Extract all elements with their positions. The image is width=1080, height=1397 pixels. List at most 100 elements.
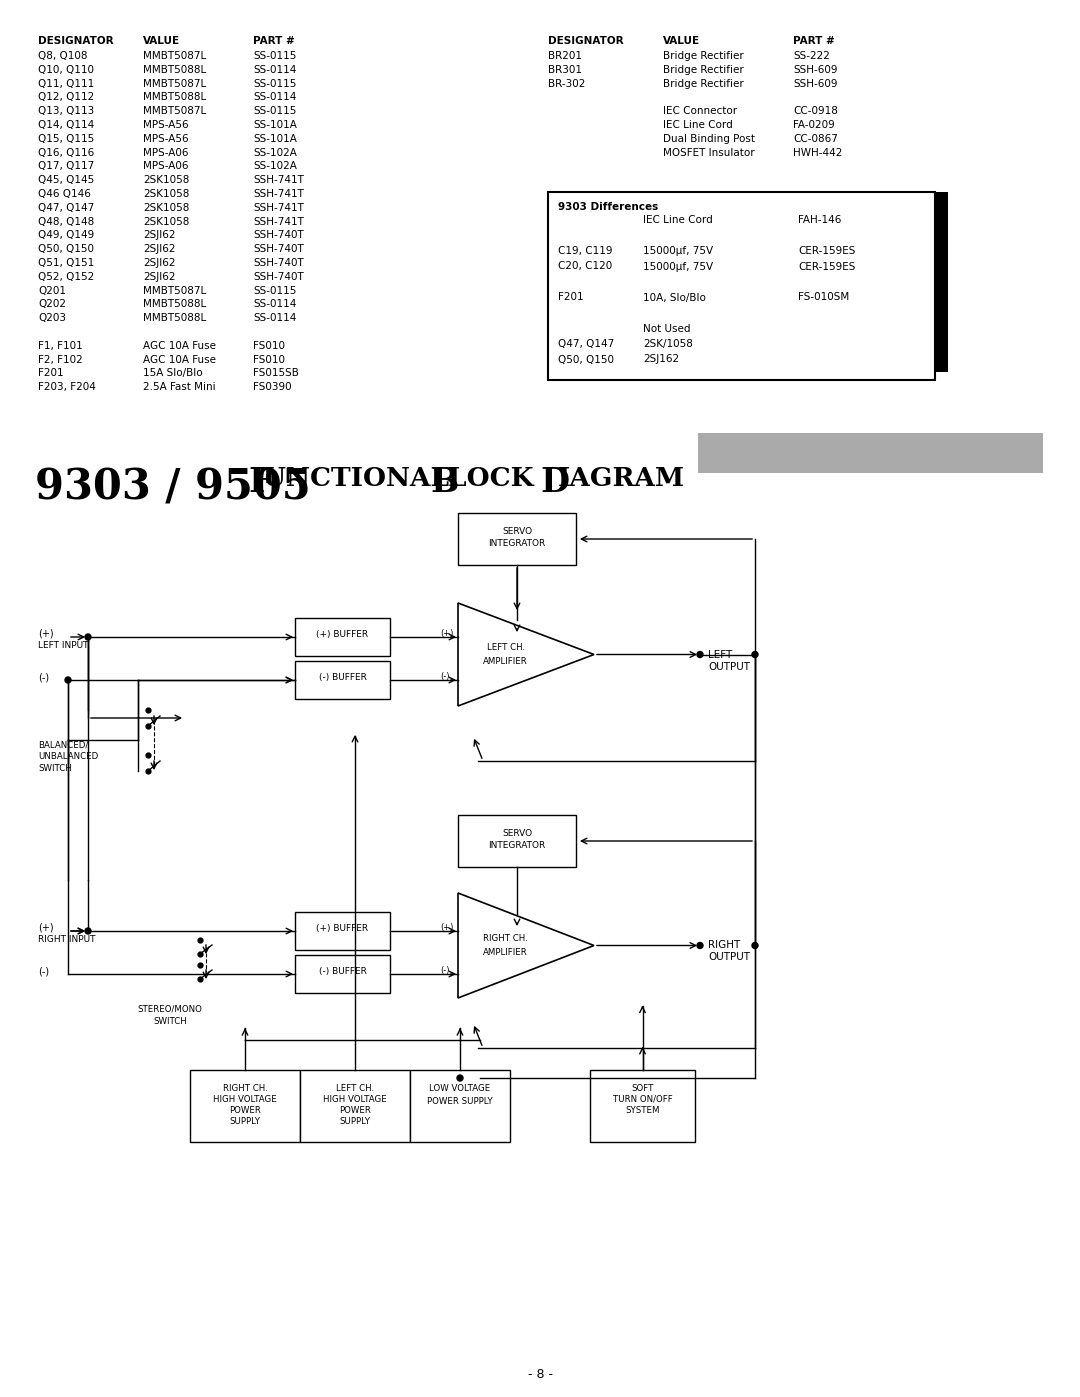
Circle shape bbox=[752, 651, 758, 658]
Text: BALANCED/: BALANCED/ bbox=[38, 740, 89, 749]
Text: Q202: Q202 bbox=[38, 299, 66, 309]
Text: MMBT5087L: MMBT5087L bbox=[143, 78, 206, 88]
Text: (-): (-) bbox=[38, 672, 49, 682]
Text: IEC Line Cord: IEC Line Cord bbox=[643, 215, 713, 225]
Text: Q50, Q150: Q50, Q150 bbox=[38, 244, 94, 254]
Circle shape bbox=[697, 943, 703, 949]
Text: (+): (+) bbox=[38, 629, 54, 638]
Text: SS-101A: SS-101A bbox=[253, 134, 297, 144]
Bar bbox=[295, 617, 390, 657]
Bar bbox=[295, 661, 390, 698]
Text: SSH-740T: SSH-740T bbox=[253, 258, 303, 268]
Text: (+): (+) bbox=[440, 629, 454, 638]
Text: IEC Connector: IEC Connector bbox=[663, 106, 738, 116]
Text: Q203: Q203 bbox=[38, 313, 66, 323]
Text: Q12, Q112: Q12, Q112 bbox=[38, 92, 94, 102]
Text: F1, F101: F1, F101 bbox=[38, 341, 83, 351]
Text: FS-010SM: FS-010SM bbox=[798, 292, 849, 303]
Circle shape bbox=[85, 928, 91, 935]
Bar bbox=[295, 912, 390, 950]
Text: LEFT: LEFT bbox=[708, 650, 732, 659]
Text: VALUE: VALUE bbox=[143, 36, 180, 46]
Text: SUPPLY: SUPPLY bbox=[339, 1118, 370, 1126]
Text: RIGHT INPUT: RIGHT INPUT bbox=[38, 935, 95, 944]
Text: (-): (-) bbox=[440, 672, 449, 680]
Bar bbox=[410, 1070, 510, 1141]
Text: MPS-A06: MPS-A06 bbox=[143, 162, 189, 172]
Text: 2SJ162: 2SJ162 bbox=[643, 355, 679, 365]
Text: 2SK/1058: 2SK/1058 bbox=[643, 339, 693, 349]
Text: LEFT CH.: LEFT CH. bbox=[486, 643, 525, 652]
Text: F: F bbox=[248, 467, 272, 499]
Text: INTEGRATOR: INTEGRATOR bbox=[488, 841, 545, 849]
Text: MMBT5087L: MMBT5087L bbox=[143, 52, 206, 61]
Text: Bridge Rectifier: Bridge Rectifier bbox=[663, 52, 744, 61]
Text: LEFT INPUT: LEFT INPUT bbox=[38, 641, 89, 650]
Text: LOCK: LOCK bbox=[448, 467, 543, 490]
Bar bbox=[458, 513, 576, 564]
Text: FS010: FS010 bbox=[253, 355, 285, 365]
Text: SS-102A: SS-102A bbox=[253, 162, 297, 172]
Text: Q47, Q147: Q47, Q147 bbox=[558, 339, 615, 349]
Text: Q10, Q110: Q10, Q110 bbox=[38, 64, 94, 75]
Text: INTEGRATOR: INTEGRATOR bbox=[488, 539, 545, 548]
Text: SSH-740T: SSH-740T bbox=[253, 231, 303, 240]
Text: (-): (-) bbox=[440, 965, 449, 975]
Text: Bridge Rectifier: Bridge Rectifier bbox=[663, 78, 744, 88]
Text: SS-102A: SS-102A bbox=[253, 148, 297, 158]
Text: (-) BUFFER: (-) BUFFER bbox=[319, 673, 366, 682]
Text: CC-0867: CC-0867 bbox=[793, 134, 838, 144]
Bar bbox=[548, 191, 935, 380]
Text: 2SK1058: 2SK1058 bbox=[143, 203, 189, 212]
Text: SS-222: SS-222 bbox=[793, 52, 829, 61]
Text: Q8, Q108: Q8, Q108 bbox=[38, 52, 87, 61]
Text: 2.5A Fast Mini: 2.5A Fast Mini bbox=[143, 383, 216, 393]
Bar bbox=[590, 1070, 696, 1141]
Text: SERVO: SERVO bbox=[502, 527, 532, 536]
Circle shape bbox=[85, 634, 91, 640]
Text: C19, C119: C19, C119 bbox=[558, 246, 612, 256]
Text: (+) BUFFER: (+) BUFFER bbox=[316, 630, 368, 638]
Text: POWER: POWER bbox=[229, 1106, 261, 1115]
Text: SSH-741T: SSH-741T bbox=[253, 217, 303, 226]
Text: AGC 10A Fuse: AGC 10A Fuse bbox=[143, 355, 216, 365]
Text: D: D bbox=[540, 467, 569, 499]
Bar bbox=[458, 814, 576, 868]
Text: 9303 / 9505: 9303 / 9505 bbox=[35, 467, 325, 509]
Text: STEREO/MONO: STEREO/MONO bbox=[137, 1004, 202, 1014]
Text: MOSFET Insulator: MOSFET Insulator bbox=[663, 148, 755, 158]
Text: FS010: FS010 bbox=[253, 341, 285, 351]
Circle shape bbox=[697, 651, 703, 658]
Text: 2SJI62: 2SJI62 bbox=[143, 244, 175, 254]
Text: Bridge Rectifier: Bridge Rectifier bbox=[663, 64, 744, 75]
Text: FS0390: FS0390 bbox=[253, 383, 292, 393]
Text: 15000μf, 75V: 15000μf, 75V bbox=[643, 246, 713, 256]
Text: CER-159ES: CER-159ES bbox=[798, 246, 855, 256]
Text: Q14, Q114: Q14, Q114 bbox=[38, 120, 94, 130]
Text: POWER SUPPLY: POWER SUPPLY bbox=[428, 1097, 492, 1106]
Text: SS-0115: SS-0115 bbox=[253, 52, 296, 61]
Text: BR201: BR201 bbox=[548, 52, 582, 61]
Text: Q49, Q149: Q49, Q149 bbox=[38, 231, 94, 240]
Text: FS015SB: FS015SB bbox=[253, 369, 299, 379]
Text: RIGHT: RIGHT bbox=[708, 940, 740, 950]
Text: SSH-741T: SSH-741T bbox=[253, 189, 303, 198]
Text: - 8 -: - 8 - bbox=[527, 1369, 553, 1382]
Text: Q50, Q150: Q50, Q150 bbox=[558, 355, 615, 365]
Text: AGC 10A Fuse: AGC 10A Fuse bbox=[143, 341, 216, 351]
Text: SSH-741T: SSH-741T bbox=[253, 175, 303, 186]
Text: MPS-A56: MPS-A56 bbox=[143, 120, 189, 130]
Text: MPS-A06: MPS-A06 bbox=[143, 148, 189, 158]
Text: 15000μf, 75V: 15000μf, 75V bbox=[643, 261, 713, 271]
Text: SSH-740T: SSH-740T bbox=[253, 244, 303, 254]
Text: MMBT5088L: MMBT5088L bbox=[143, 92, 206, 102]
Text: F203, F204: F203, F204 bbox=[38, 383, 96, 393]
Circle shape bbox=[65, 678, 71, 683]
Text: SSH-609: SSH-609 bbox=[793, 64, 837, 75]
Text: MMBT5087L: MMBT5087L bbox=[143, 106, 206, 116]
Bar bbox=[935, 191, 948, 372]
Text: Not Used: Not Used bbox=[643, 324, 690, 334]
Text: RIGHT CH.: RIGHT CH. bbox=[222, 1084, 268, 1092]
Bar bbox=[300, 1070, 410, 1141]
Text: RIGHT CH.: RIGHT CH. bbox=[483, 935, 528, 943]
